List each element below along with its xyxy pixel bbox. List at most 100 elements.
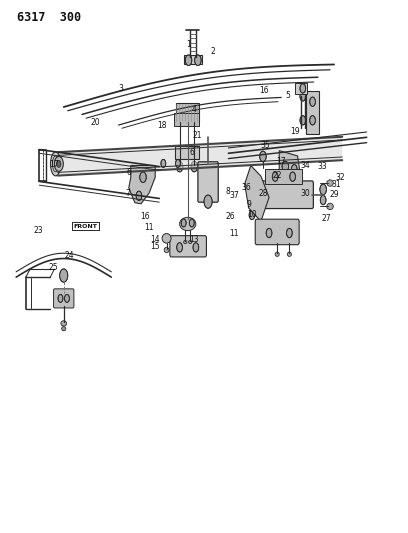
FancyBboxPatch shape bbox=[257, 181, 313, 208]
Ellipse shape bbox=[193, 243, 199, 252]
Ellipse shape bbox=[176, 161, 183, 172]
Text: 6317  300: 6317 300 bbox=[17, 11, 81, 25]
Ellipse shape bbox=[164, 247, 169, 253]
Text: 23: 23 bbox=[33, 226, 43, 235]
Text: 35: 35 bbox=[260, 141, 270, 150]
Ellipse shape bbox=[291, 165, 297, 174]
Ellipse shape bbox=[161, 159, 166, 167]
Text: 3: 3 bbox=[118, 84, 123, 93]
Text: 25: 25 bbox=[49, 263, 58, 272]
Ellipse shape bbox=[275, 252, 279, 256]
Ellipse shape bbox=[185, 55, 192, 66]
Text: 2: 2 bbox=[211, 47, 216, 55]
Text: 16: 16 bbox=[259, 85, 269, 94]
Ellipse shape bbox=[282, 161, 288, 172]
Ellipse shape bbox=[266, 228, 272, 238]
Ellipse shape bbox=[310, 116, 315, 125]
Text: 22: 22 bbox=[89, 223, 98, 232]
Text: 34: 34 bbox=[300, 161, 310, 170]
Text: 22: 22 bbox=[273, 171, 282, 180]
FancyBboxPatch shape bbox=[170, 236, 206, 257]
Text: 14: 14 bbox=[151, 236, 160, 245]
Text: 32: 32 bbox=[336, 173, 346, 182]
Ellipse shape bbox=[272, 172, 278, 181]
Ellipse shape bbox=[320, 184, 326, 195]
Text: 17: 17 bbox=[277, 157, 286, 166]
Ellipse shape bbox=[320, 196, 326, 205]
Text: 17: 17 bbox=[49, 160, 58, 169]
Text: 24: 24 bbox=[64, 252, 74, 260]
FancyBboxPatch shape bbox=[255, 219, 299, 245]
Ellipse shape bbox=[162, 233, 171, 243]
Text: 37: 37 bbox=[229, 191, 239, 200]
Ellipse shape bbox=[310, 97, 315, 107]
Text: 31: 31 bbox=[331, 180, 341, 189]
Ellipse shape bbox=[254, 203, 260, 212]
Ellipse shape bbox=[140, 172, 146, 182]
Ellipse shape bbox=[61, 321, 67, 326]
Text: 18: 18 bbox=[157, 120, 166, 130]
Text: 11: 11 bbox=[144, 223, 154, 232]
Text: FRONT: FRONT bbox=[73, 224, 97, 229]
Text: 33: 33 bbox=[317, 162, 327, 171]
Text: 1: 1 bbox=[186, 40, 191, 49]
Ellipse shape bbox=[60, 269, 68, 282]
Ellipse shape bbox=[191, 161, 197, 172]
Text: 9: 9 bbox=[246, 200, 251, 209]
Polygon shape bbox=[245, 165, 269, 221]
Ellipse shape bbox=[204, 195, 212, 208]
Ellipse shape bbox=[249, 193, 255, 204]
Ellipse shape bbox=[181, 219, 186, 227]
Polygon shape bbox=[279, 151, 301, 188]
Text: 15: 15 bbox=[151, 242, 160, 251]
Ellipse shape bbox=[64, 294, 69, 302]
Ellipse shape bbox=[184, 240, 187, 244]
Text: 26: 26 bbox=[225, 212, 235, 221]
Text: 21: 21 bbox=[193, 131, 202, 140]
Ellipse shape bbox=[177, 243, 182, 252]
Ellipse shape bbox=[327, 203, 333, 209]
Ellipse shape bbox=[62, 327, 66, 331]
FancyBboxPatch shape bbox=[173, 114, 199, 126]
Ellipse shape bbox=[188, 240, 192, 244]
Text: 5: 5 bbox=[285, 91, 290, 100]
Ellipse shape bbox=[300, 116, 306, 125]
Text: 36: 36 bbox=[242, 183, 251, 192]
FancyBboxPatch shape bbox=[295, 83, 307, 94]
Ellipse shape bbox=[260, 151, 266, 162]
Polygon shape bbox=[129, 165, 155, 204]
Ellipse shape bbox=[286, 228, 292, 238]
Text: 11: 11 bbox=[229, 229, 239, 238]
Ellipse shape bbox=[51, 152, 61, 176]
Text: 19: 19 bbox=[290, 127, 300, 136]
Text: 8: 8 bbox=[225, 187, 230, 196]
FancyBboxPatch shape bbox=[198, 162, 218, 202]
Text: 30: 30 bbox=[300, 189, 310, 198]
FancyBboxPatch shape bbox=[175, 146, 199, 159]
Text: 28: 28 bbox=[258, 189, 268, 198]
Ellipse shape bbox=[57, 160, 61, 167]
Text: 6: 6 bbox=[126, 168, 131, 177]
Ellipse shape bbox=[180, 217, 196, 231]
Ellipse shape bbox=[175, 159, 180, 167]
Text: 20: 20 bbox=[90, 118, 100, 127]
Text: 27: 27 bbox=[321, 214, 331, 223]
Ellipse shape bbox=[249, 211, 255, 220]
Text: 16: 16 bbox=[141, 212, 150, 221]
FancyBboxPatch shape bbox=[53, 289, 74, 308]
Text: 13: 13 bbox=[189, 236, 199, 245]
Ellipse shape bbox=[58, 294, 63, 302]
Text: 29: 29 bbox=[329, 190, 339, 199]
Ellipse shape bbox=[327, 180, 333, 186]
FancyBboxPatch shape bbox=[184, 55, 202, 64]
Text: FRONT: FRONT bbox=[73, 224, 97, 229]
Ellipse shape bbox=[136, 191, 142, 200]
Text: 4: 4 bbox=[192, 104, 197, 114]
Ellipse shape bbox=[54, 157, 63, 171]
Ellipse shape bbox=[300, 92, 306, 101]
Ellipse shape bbox=[195, 55, 201, 66]
Ellipse shape bbox=[300, 84, 306, 93]
Text: 7: 7 bbox=[125, 189, 130, 198]
Ellipse shape bbox=[189, 219, 194, 227]
Text: 6: 6 bbox=[189, 148, 194, 157]
